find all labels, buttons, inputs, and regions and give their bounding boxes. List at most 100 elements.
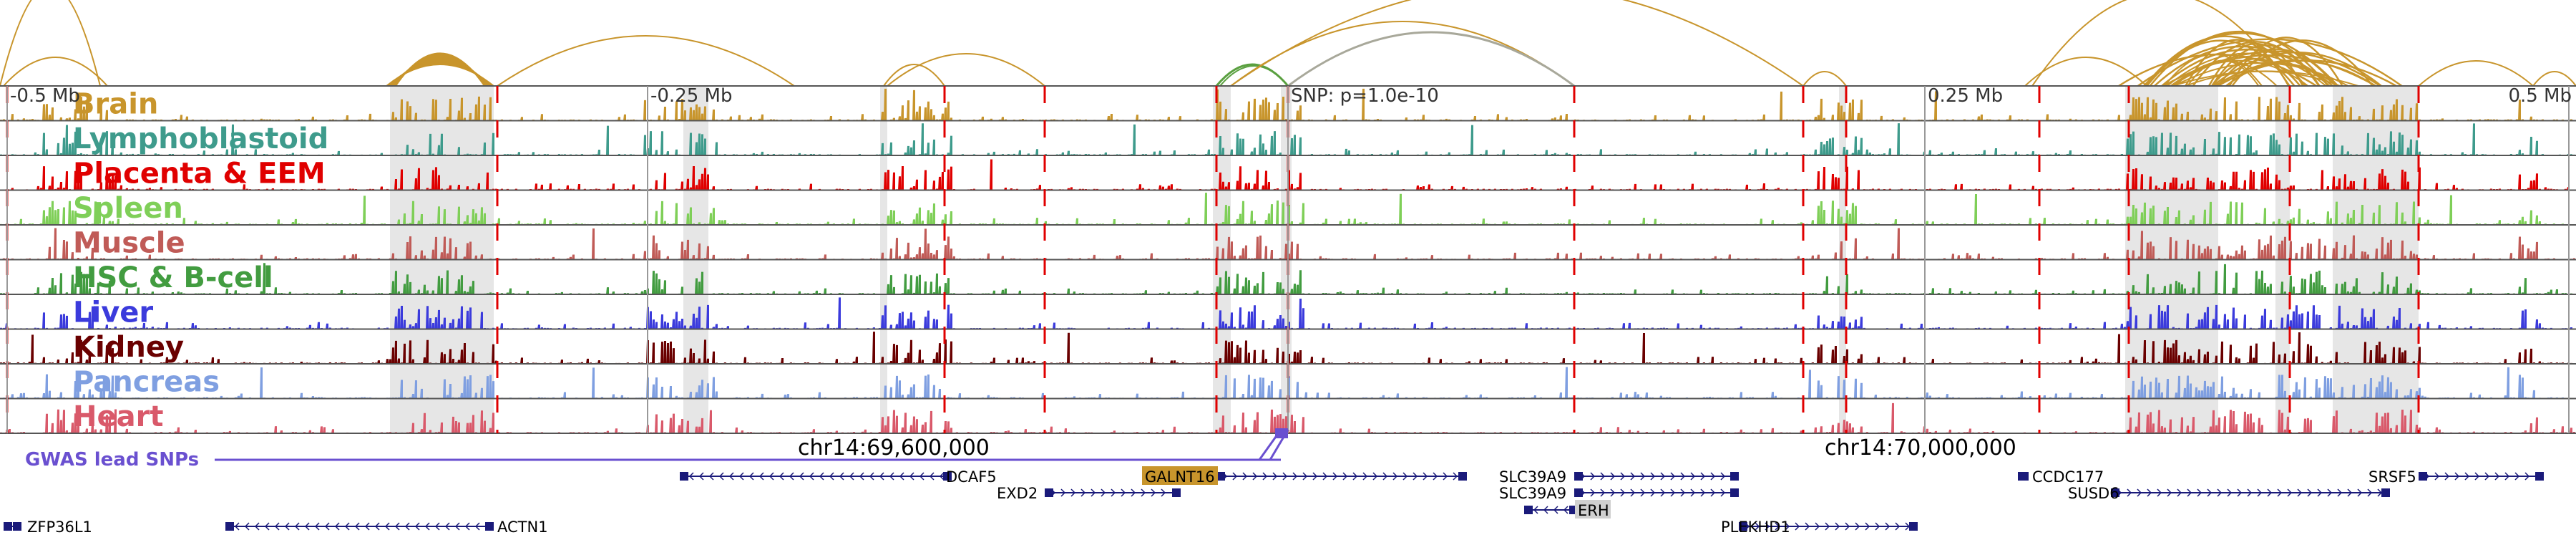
gene-slc39a9: SLC39A9 — [1499, 485, 1739, 502]
strand-arrow — [2157, 488, 2162, 497]
exon — [13, 522, 21, 531]
strand-arrow — [1690, 488, 1696, 497]
strand-arrow — [2137, 488, 2142, 497]
loop-arc — [1802, 71, 1847, 87]
strand-arrow — [1453, 472, 1458, 481]
strand-arrow — [314, 522, 320, 531]
strand-arrow — [1660, 472, 1666, 481]
strand-arrow — [2454, 472, 2460, 481]
strand-arrow — [1553, 506, 1558, 514]
exon — [943, 472, 952, 481]
loop-arc — [1219, 65, 1289, 87]
strand-arrow — [1825, 522, 1830, 531]
strand-arrow — [264, 522, 270, 531]
strand-arrow — [2297, 488, 2303, 497]
gene-label: ACTN1 — [497, 519, 548, 536]
strand-arrow — [1590, 488, 1596, 497]
signal-peaks — [0, 228, 2576, 260]
strand-arrow — [698, 472, 704, 481]
gene-erh: ERH — [1524, 500, 1611, 519]
strand-arrow — [939, 472, 945, 481]
exon — [1524, 506, 1533, 514]
track-label: Spleen — [73, 192, 183, 225]
strand-arrow — [1630, 488, 1636, 497]
gene-label: SUSD6 — [2068, 485, 2119, 502]
strand-arrow — [2277, 488, 2283, 497]
strand-arrow — [859, 472, 864, 481]
strand-arrow — [1111, 488, 1116, 497]
signal-peaks — [0, 263, 2576, 294]
exon — [485, 522, 494, 531]
coordinate-label: chr14:69,600,000 — [798, 435, 990, 461]
strand-arrow — [1660, 488, 1666, 497]
exon — [1574, 488, 1583, 497]
strand-arrow — [244, 522, 250, 531]
strand-arrow — [1392, 472, 1398, 481]
track-label: Pancreas — [73, 366, 220, 399]
track-label: Heart — [73, 400, 163, 433]
strand-arrow — [2267, 488, 2273, 497]
strand-arrow — [1720, 472, 1726, 481]
strand-arrow — [1060, 488, 1066, 497]
gene-slc39a9: SLC39A9 — [1499, 468, 1739, 486]
strand-arrow — [1795, 522, 1800, 531]
gene-label: ZFP36L1 — [27, 519, 92, 536]
strand-arrow — [738, 472, 744, 481]
loop-arc — [1230, 0, 1804, 87]
strand-arrow — [1680, 472, 1686, 481]
axis-label: -0.5 Mb — [10, 85, 80, 107]
strand-arrow — [2207, 488, 2212, 497]
strand-arrow — [708, 472, 714, 481]
gene-srsf5: SRSF5 — [2368, 468, 2544, 486]
gene-highlight-box — [1575, 500, 1611, 519]
strand-arrow — [1282, 472, 1288, 481]
strand-arrow — [2167, 488, 2172, 497]
strand-arrow — [2257, 488, 2263, 497]
strand-arrow — [2127, 488, 2132, 497]
gene-actn1: ACTN1 — [225, 519, 548, 536]
strand-arrow — [1413, 472, 1418, 481]
distance-axis: -0.5 Mb -0.25 Mb SNP: p=1.0e-10 0.25 Mb 0.5 … — [6, 85, 2572, 433]
gene-label: SLC39A9 — [1499, 468, 1566, 486]
strand-arrow — [324, 522, 330, 531]
strand-arrow — [1670, 472, 1676, 481]
gene-label: CCDC177 — [2032, 468, 2104, 486]
strand-arrow — [1630, 472, 1636, 481]
strand-arrow — [1252, 472, 1258, 481]
strand-arrow — [1620, 472, 1626, 481]
strand-arrow — [2504, 472, 2510, 481]
exon — [1574, 472, 1583, 481]
strand-arrow — [1690, 472, 1696, 481]
strand-arrow — [1855, 522, 1860, 531]
track-label: Placenta & EEM — [73, 158, 326, 191]
gene-label: EXD2 — [997, 485, 1038, 502]
strand-arrow — [444, 522, 450, 531]
strand-arrow — [1650, 472, 1656, 481]
strand-arrow — [2307, 488, 2313, 497]
exon — [1739, 522, 1747, 531]
gwas-snp-mark — [1275, 428, 1288, 438]
strand-arrow — [2494, 472, 2500, 481]
exon — [1172, 488, 1181, 497]
loop-arc — [2185, 70, 2341, 87]
track-label: HSC & B-cell — [73, 261, 273, 294]
strand-arrow — [1885, 522, 1890, 531]
strand-arrow — [384, 522, 390, 531]
gene-exd2: EXD2 — [997, 485, 1181, 502]
exon — [4, 522, 12, 531]
track-label: Brain — [73, 88, 158, 121]
gene-label: DCAF5 — [946, 468, 997, 486]
strand-arrow — [1342, 472, 1348, 481]
exon — [2020, 472, 2029, 481]
strand-arrow — [849, 472, 854, 481]
exon — [2535, 472, 2544, 481]
strand-arrow — [274, 522, 280, 531]
exon — [1909, 522, 1918, 531]
strand-arrow — [2317, 488, 2323, 497]
strand-arrow — [454, 522, 460, 531]
strand-arrow — [1610, 488, 1616, 497]
strand-arrow — [364, 522, 370, 531]
strand-arrow — [929, 472, 935, 481]
exon — [1045, 488, 1053, 497]
